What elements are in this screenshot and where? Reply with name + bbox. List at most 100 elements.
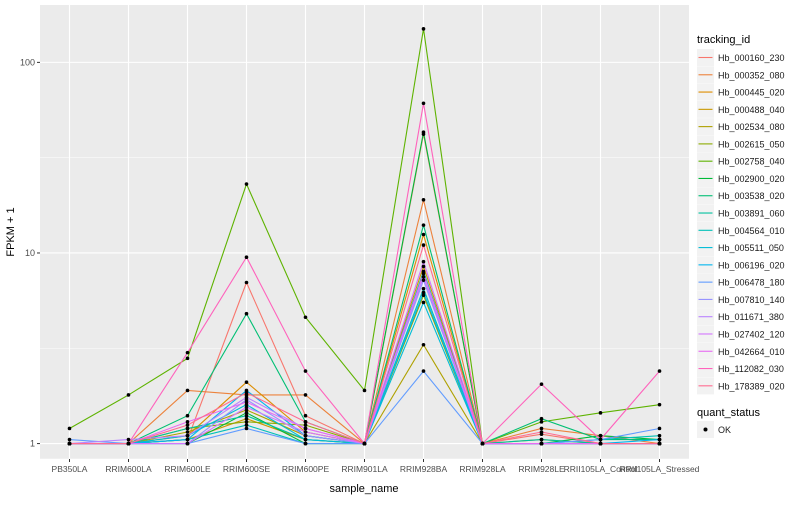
data-point: [185, 430, 190, 434]
data-point: [421, 342, 426, 347]
x-tick-label: RRIM600LE: [164, 464, 211, 474]
data-point: [539, 420, 544, 424]
axis-layer: 1 10 100 PB350LA RRIM600LA RRIM600LE RRIM600SE…: [20, 57, 700, 474]
data-point: [303, 315, 308, 320]
data-point: [421, 198, 426, 202]
data-point: [657, 433, 662, 438]
data-point: [244, 413, 249, 418]
x-tick-label: RRIM928LE: [518, 464, 565, 474]
data-point: [244, 411, 249, 415]
data-point: [244, 420, 249, 424]
data-point: [539, 437, 544, 442]
data-point: [598, 441, 603, 446]
data-point: [657, 441, 662, 446]
data-point: [303, 420, 308, 424]
data-point: [539, 441, 544, 446]
data-point: [421, 101, 426, 106]
data-point: [185, 423, 190, 427]
legend-label: Hb_006478_180: [718, 278, 785, 288]
x-tick-label: PB350LA: [52, 464, 88, 474]
legend-label: Hb_003891_060: [718, 209, 785, 219]
quant-legend-title: quant_status: [697, 407, 760, 419]
data-point: [185, 350, 190, 355]
data-point: [421, 300, 426, 305]
data-point: [244, 182, 249, 186]
data-point: [244, 426, 249, 431]
data-point: [126, 437, 131, 442]
data-point: [539, 426, 544, 431]
legend-label: Hb_011671_380: [718, 312, 784, 322]
data-point: [421, 264, 426, 269]
legend-label: Hb_000445_020: [718, 88, 785, 98]
data-point: [421, 278, 426, 282]
data-point: [185, 441, 190, 446]
legend-items: Hb_000160_230 Hb_000352_080 Hb_000445_020 H…: [697, 49, 785, 395]
x-axis-label: sample_name: [329, 483, 398, 495]
data-point: [421, 293, 426, 298]
data-point: [303, 413, 308, 418]
data-point: [539, 416, 544, 421]
data-point: [657, 402, 662, 407]
x-tick-label: RRIM928LA: [459, 464, 506, 474]
legend: tracking_id Hb_000160_230Hb_000352_080Hb…: [697, 34, 785, 438]
data-point: [244, 255, 249, 260]
x-tick-label: RRIM600LA: [105, 464, 152, 474]
data-point: [244, 390, 249, 395]
data-point: [362, 441, 367, 446]
data-point: [303, 430, 308, 434]
data-point: [67, 437, 72, 442]
quant-legend-label: OK: [718, 425, 731, 435]
data-point: [244, 402, 249, 407]
legend-label: Hb_002758_040: [718, 157, 785, 167]
data-point: [657, 426, 662, 431]
data-point: [244, 400, 249, 404]
data-point: [421, 286, 426, 291]
data-point: [303, 437, 308, 442]
data-point: [480, 441, 485, 446]
quant-legend-dot: [703, 427, 708, 432]
data-point: [244, 423, 249, 427]
data-point: [126, 393, 131, 397]
data-point: [421, 259, 426, 264]
legend-label: Hb_002615_050: [718, 139, 785, 149]
x-tick-label: RRII105LA_Control: [564, 464, 638, 474]
data-point: [303, 441, 308, 446]
legend-label: Hb_027402_120: [718, 329, 785, 339]
data-point: [67, 426, 72, 431]
data-point: [244, 311, 249, 316]
legend-label: Hb_000352_080: [718, 70, 785, 80]
points-layer: [67, 27, 662, 446]
data-point: [539, 382, 544, 386]
data-point: [303, 426, 308, 431]
data-point: [657, 369, 662, 373]
data-point: [421, 369, 426, 373]
x-tick-label: RRIM600SE: [223, 464, 271, 474]
data-point: [421, 274, 426, 279]
legend-title: tracking_id: [697, 34, 750, 46]
y-tick-label: 10: [25, 248, 35, 258]
data-point: [67, 441, 72, 446]
legend-label: Hb_000488_040: [718, 105, 785, 115]
x-tick-label: RRIM901LA: [341, 464, 388, 474]
legend-label: Hb_007810_140: [718, 295, 785, 305]
data-point: [421, 290, 426, 295]
data-point: [303, 433, 308, 438]
data-point: [185, 420, 190, 424]
legend-label: Hb_112082_030: [718, 364, 784, 374]
legend-label: Hb_002900_020: [718, 174, 785, 184]
y-tick-label: 1: [30, 439, 35, 449]
data-point: [244, 416, 249, 421]
data-point: [421, 130, 426, 135]
data-point: [421, 223, 426, 227]
data-point: [598, 433, 603, 438]
data-point: [421, 271, 426, 276]
data-point: [244, 395, 249, 400]
x-tick-label: RRIM928BA: [400, 464, 448, 474]
data-point: [421, 232, 426, 237]
legend-label: Hb_000160_230: [718, 53, 785, 63]
data-point: [244, 405, 249, 410]
data-point: [185, 437, 190, 442]
data-point: [185, 413, 190, 418]
